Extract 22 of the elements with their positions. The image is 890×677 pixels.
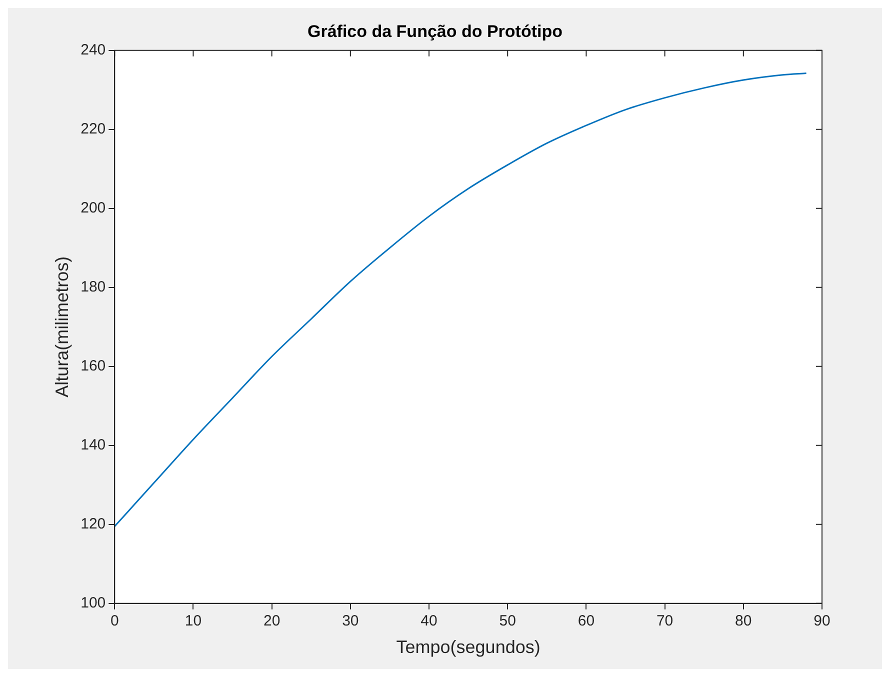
- x-tick-label: 90: [814, 612, 830, 630]
- x-axis-title: Tempo(segundos): [396, 637, 540, 658]
- x-tick-label: 60: [578, 612, 595, 630]
- y-tick-label: 140: [80, 436, 106, 454]
- x-tick-label: 50: [499, 612, 516, 630]
- x-tick-label: 80: [735, 612, 752, 630]
- x-tick-label: 70: [656, 612, 674, 630]
- chart-title: Gráfico da Função do Protótipo: [308, 22, 562, 41]
- x-tick-label: 10: [184, 612, 202, 630]
- y-tick-label: 100: [80, 594, 106, 612]
- x-tick-label: 20: [263, 612, 280, 630]
- x-tick-label: 40: [420, 612, 438, 630]
- line-series: [114, 72, 808, 528]
- y-axis-title: Altura(milimetros): [52, 256, 72, 398]
- y-tick-label: 240: [80, 42, 106, 59]
- x-tick-label: 0: [110, 612, 119, 630]
- x-tick-label: 30: [342, 612, 359, 630]
- y-tick-label: 220: [80, 120, 106, 138]
- y-tick-label: 200: [80, 200, 106, 217]
- y-tick-label: 120: [80, 516, 106, 533]
- y-tick-label: 180: [80, 278, 106, 296]
- y-tick-label: 160: [80, 358, 106, 375]
